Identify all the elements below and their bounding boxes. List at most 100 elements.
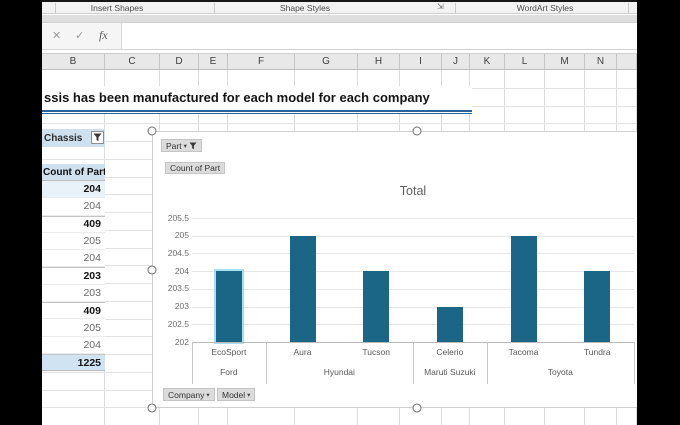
pivot-value-cell[interactable]: 205 bbox=[42, 232, 105, 251]
chart-field-button-part[interactable]: Part ▾ bbox=[161, 139, 202, 152]
pivot-value-cell[interactable]: 1225 bbox=[42, 353, 105, 372]
x-tick-label: Tucson bbox=[362, 347, 390, 357]
column-header-K[interactable]: K bbox=[470, 54, 505, 69]
funnel-icon bbox=[93, 133, 102, 142]
column-header-L[interactable]: L bbox=[505, 54, 545, 69]
bar-celerio[interactable] bbox=[436, 306, 463, 342]
bar-tundra[interactable] bbox=[584, 271, 611, 342]
column-header-E[interactable]: E bbox=[199, 54, 228, 69]
chart-resize-handle[interactable] bbox=[147, 265, 157, 275]
pivot-value-cell[interactable]: 204 bbox=[42, 250, 105, 268]
pivot-value-cell[interactable]: 409 bbox=[42, 302, 105, 320]
column-header-N[interactable]: N bbox=[585, 54, 617, 69]
formula-input[interactable] bbox=[121, 23, 637, 49]
chevron-down-icon: ▾ bbox=[183, 142, 187, 150]
x-tick-label: Tacoma bbox=[508, 347, 539, 357]
axis-separator bbox=[265, 342, 267, 384]
pivot-value-cell[interactable]: 204 bbox=[42, 198, 105, 216]
y-tick-label: 203.5 bbox=[167, 283, 189, 294]
y-tick-label: 204.5 bbox=[167, 247, 189, 258]
enter-icon[interactable]: ✓ bbox=[75, 30, 85, 42]
column-header-D[interactable]: D bbox=[160, 54, 199, 69]
y-tick-label: 202.5 bbox=[167, 318, 189, 329]
chart-gridline bbox=[192, 253, 634, 255]
column-header-C[interactable]: C bbox=[105, 54, 160, 69]
pivot-values-header[interactable]: Count of Part bbox=[42, 164, 105, 181]
insert-function-icon[interactable]: fx bbox=[99, 28, 108, 42]
sheet-heading: ssis has been manufactured for each mode… bbox=[44, 90, 430, 105]
field-button-label: Company bbox=[168, 389, 205, 400]
column-header-B[interactable]: B bbox=[42, 54, 105, 69]
chevron-down-icon: ▾ bbox=[247, 391, 251, 399]
chart-gridline bbox=[192, 324, 634, 326]
column-header-partial[interactable] bbox=[617, 54, 637, 69]
column-header-J[interactable]: J bbox=[442, 54, 470, 69]
chart-gridline bbox=[192, 271, 634, 273]
chart-plot-area[interactable] bbox=[192, 218, 634, 344]
column-header-G[interactable]: G bbox=[295, 54, 358, 69]
pivot-value-cell[interactable]: 204 bbox=[42, 336, 105, 354]
filter-applied-button[interactable] bbox=[91, 131, 104, 144]
column-header-F[interactable]: F bbox=[228, 54, 295, 69]
cancel-icon[interactable]: ✕ bbox=[52, 30, 62, 42]
pivot-value-cell[interactable]: 203 bbox=[42, 267, 105, 285]
chart-resize-handle[interactable] bbox=[147, 403, 157, 413]
pivot-value-cell[interactable]: 409 bbox=[42, 215, 105, 233]
chart-resize-handle[interactable] bbox=[412, 126, 422, 136]
bar-tacoma[interactable] bbox=[510, 235, 537, 342]
chart-field-button-company[interactable]: Company ▾ bbox=[163, 388, 215, 401]
column-header-H[interactable]: H bbox=[358, 54, 400, 69]
bar-ecosport[interactable] bbox=[213, 269, 244, 344]
field-button-label: Model bbox=[222, 389, 246, 400]
x-axis-model-labels: EcoSport Aura Tucson Celerio Tacoma Tundra bbox=[192, 344, 634, 362]
empty-row[interactable] bbox=[42, 147, 105, 164]
chart-field-button-values[interactable]: Count of Part bbox=[165, 162, 226, 174]
axis-separator bbox=[192, 342, 193, 384]
x-axis-company-labels: Ford Hyundai Maruti Suzuki Toyota bbox=[192, 364, 634, 382]
x-group-label: Toyota bbox=[547, 367, 573, 377]
chevron-down-icon: ▾ bbox=[206, 391, 210, 399]
dialog-launcher-icon[interactable]: ⇲ bbox=[437, 2, 444, 11]
chart-resize-handle[interactable] bbox=[412, 403, 422, 413]
chart-gridline bbox=[192, 306, 634, 308]
pivot-value-cell[interactable]: 204 bbox=[42, 181, 105, 199]
chart-title[interactable]: Total bbox=[399, 184, 427, 198]
pivot-filter-cell[interactable]: Chassis bbox=[42, 129, 105, 147]
field-button-label: Count of Part bbox=[170, 163, 221, 173]
x-group-label: Hyundai bbox=[323, 367, 355, 377]
bar-tucson[interactable] bbox=[363, 271, 390, 342]
y-tick-label: 205 bbox=[174, 230, 189, 241]
pivot-value-cell[interactable]: 203 bbox=[42, 284, 105, 303]
field-button-label: Part bbox=[166, 140, 182, 151]
bar-aura[interactable] bbox=[289, 235, 316, 342]
pivot-value-cell[interactable]: 205 bbox=[42, 319, 105, 337]
x-group-label: Ford bbox=[220, 367, 238, 377]
chart-resize-handle[interactable] bbox=[147, 126, 157, 136]
pivot-table: Chassis Count of Part 204 204 409 205 204 203… bbox=[42, 129, 105, 372]
ribbon-bottom-strip bbox=[42, 15, 637, 23]
column-header-M[interactable]: M bbox=[545, 54, 585, 69]
chart-gridline bbox=[192, 218, 634, 219]
ribbon-group-wordart-styles: WordArt Styles bbox=[516, 3, 574, 13]
chart-gridline bbox=[192, 235, 634, 237]
y-tick-label: 203 bbox=[174, 301, 189, 312]
x-tick-label: Tundra bbox=[583, 347, 611, 357]
axis-separator bbox=[634, 342, 635, 384]
axis-separator bbox=[413, 342, 414, 384]
pivot-chart[interactable]: Part ▾ Count of Part Total 205.5 205 204.5… bbox=[152, 131, 637, 408]
x-group-label: Maruti Suzuki bbox=[424, 367, 476, 377]
x-tick-label: EcoSport bbox=[211, 347, 247, 357]
column-header-I[interactable]: I bbox=[400, 54, 442, 69]
ribbon-separator bbox=[55, 3, 56, 13]
ribbon-group-insert-shapes: Insert Shapes bbox=[90, 3, 144, 13]
window-top-edge bbox=[42, 0, 637, 2]
heading-underline bbox=[42, 110, 472, 112]
x-tick-label: Aura bbox=[293, 347, 312, 357]
ribbon-group-shape-styles: Shape Styles bbox=[279, 3, 331, 13]
formula-bar: ✕ ✓ fx bbox=[42, 23, 637, 50]
y-tick-label: 202 bbox=[174, 336, 189, 347]
axis-separator bbox=[486, 342, 488, 384]
ribbon-separator bbox=[214, 3, 215, 13]
chart-field-button-model[interactable]: Model ▾ bbox=[217, 388, 256, 401]
